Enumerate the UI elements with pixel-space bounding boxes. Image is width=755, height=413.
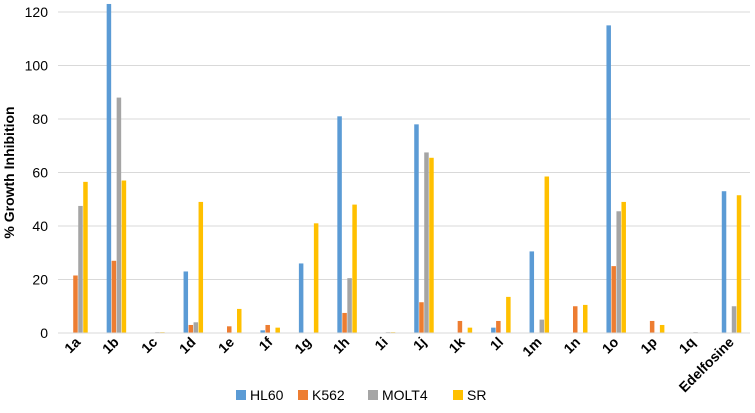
bar-sr-1k bbox=[467, 327, 473, 333]
legend-label-hl60: HL60 bbox=[250, 387, 284, 403]
bar-sr-1b bbox=[121, 180, 127, 333]
bar-k562-1l bbox=[496, 320, 501, 333]
x-category-label: 1b bbox=[99, 334, 122, 357]
x-category-label: 1p bbox=[637, 334, 660, 357]
y-tick-label: 20 bbox=[32, 272, 48, 288]
bar-sr-1o bbox=[621, 201, 626, 333]
y-axis-ticks: 0 20 40 60 80 100 120 bbox=[25, 4, 49, 341]
bar-hl60-1d bbox=[183, 271, 189, 333]
x-category-label: 1f bbox=[255, 334, 275, 354]
bar-molt4-1d bbox=[193, 322, 199, 333]
bar-k562-1o bbox=[611, 266, 616, 333]
bar-sr-edelfosine bbox=[736, 195, 742, 333]
bars bbox=[73, 3, 742, 333]
x-axis-categories: 1a 1b 1c 1d 1e 1f 1g 1h 1i 1j 1k 1l 1m 1n 1o 1p 1qEdelfo… bbox=[61, 334, 737, 396]
bar-k562-1a bbox=[73, 275, 78, 333]
x-category-label: 1k bbox=[445, 334, 467, 356]
bar-k562-1f bbox=[265, 324, 270, 333]
bar-k562-1j bbox=[419, 302, 424, 333]
bar-hl60-1f bbox=[260, 330, 265, 333]
legend: HL60 K562 MOLT4 SR bbox=[236, 387, 486, 403]
bar-molt4-1h bbox=[347, 278, 352, 333]
bar-molt4-1j bbox=[424, 152, 429, 333]
bar-sr-1d bbox=[198, 201, 204, 333]
x-category-label: 1d bbox=[176, 334, 199, 357]
bar-hl60-1j bbox=[414, 124, 419, 333]
bar-hl60-1h bbox=[337, 116, 342, 333]
bar-sr-1a bbox=[83, 181, 88, 333]
legend-swatch-molt4 bbox=[368, 390, 378, 400]
bar-hl60-1b bbox=[106, 3, 112, 333]
x-category-label: 1j bbox=[410, 334, 430, 354]
y-tick-label: 60 bbox=[32, 165, 48, 181]
y-tick-label: 80 bbox=[32, 111, 48, 127]
y-axis-label: % Growth Inhibition bbox=[1, 106, 17, 238]
x-category-label: 1q bbox=[676, 334, 699, 357]
bar-hl60-1g bbox=[298, 263, 304, 333]
bar-k562-1n bbox=[573, 306, 578, 333]
legend-label-molt4: MOLT4 bbox=[382, 387, 428, 403]
y-tick-label: 100 bbox=[25, 58, 49, 74]
bar-k562-1k bbox=[457, 320, 463, 333]
bar-hl60-1l bbox=[491, 327, 496, 333]
bar-k562-1h bbox=[342, 312, 347, 333]
bar-k562-1e bbox=[227, 326, 232, 333]
x-category-label: 1l bbox=[487, 334, 507, 354]
y-tick-label: 40 bbox=[32, 218, 48, 234]
legend-swatch-sr bbox=[453, 390, 463, 400]
legend-swatch-k562 bbox=[298, 390, 308, 400]
x-category-label: 1h bbox=[330, 334, 353, 357]
y-tick-label: 120 bbox=[25, 4, 49, 20]
bar-molt4-edelfosine bbox=[731, 306, 737, 333]
x-category-label: 1i bbox=[371, 334, 391, 354]
bar-sr-1n bbox=[583, 304, 588, 333]
bar-sr-1f bbox=[275, 327, 280, 333]
bar-sr-1g bbox=[313, 223, 319, 333]
x-category-label: 1c bbox=[138, 334, 160, 356]
legend-swatch-hl60 bbox=[236, 390, 246, 400]
bar-molt4-1o bbox=[616, 211, 621, 333]
bar-sr-1l bbox=[506, 296, 511, 333]
bar-k562-1p bbox=[649, 320, 655, 333]
gridlines bbox=[58, 11, 750, 280]
bar-k562-1d bbox=[188, 324, 194, 333]
legend-label-sr: SR bbox=[467, 387, 486, 403]
x-category-label: 1g bbox=[291, 334, 314, 357]
bar-molt4-1b bbox=[116, 97, 122, 333]
legend-label-k562: K562 bbox=[312, 387, 345, 403]
bar-sr-1h bbox=[352, 204, 357, 333]
y-tick-label: 0 bbox=[40, 325, 48, 341]
x-category-label: 1a bbox=[61, 334, 83, 356]
bar-hl60-1o bbox=[606, 25, 611, 333]
x-category-label: 1e bbox=[215, 334, 237, 356]
bar-hl60-1m bbox=[529, 251, 535, 333]
bar-sr-1p bbox=[659, 324, 665, 333]
bar-sr-1m bbox=[544, 176, 550, 333]
bar-sr-1e bbox=[237, 308, 242, 333]
bar-k562-1b bbox=[111, 260, 117, 333]
x-category-label: 1o bbox=[599, 334, 622, 357]
bar-molt4-1a bbox=[78, 205, 83, 333]
bar-molt4-1m bbox=[539, 319, 545, 333]
x-category-label: 1n bbox=[560, 334, 583, 357]
bar-sr-1j bbox=[429, 157, 434, 333]
bar-hl60-edelfosine bbox=[721, 191, 727, 333]
x-category-label: 1m bbox=[519, 334, 545, 360]
